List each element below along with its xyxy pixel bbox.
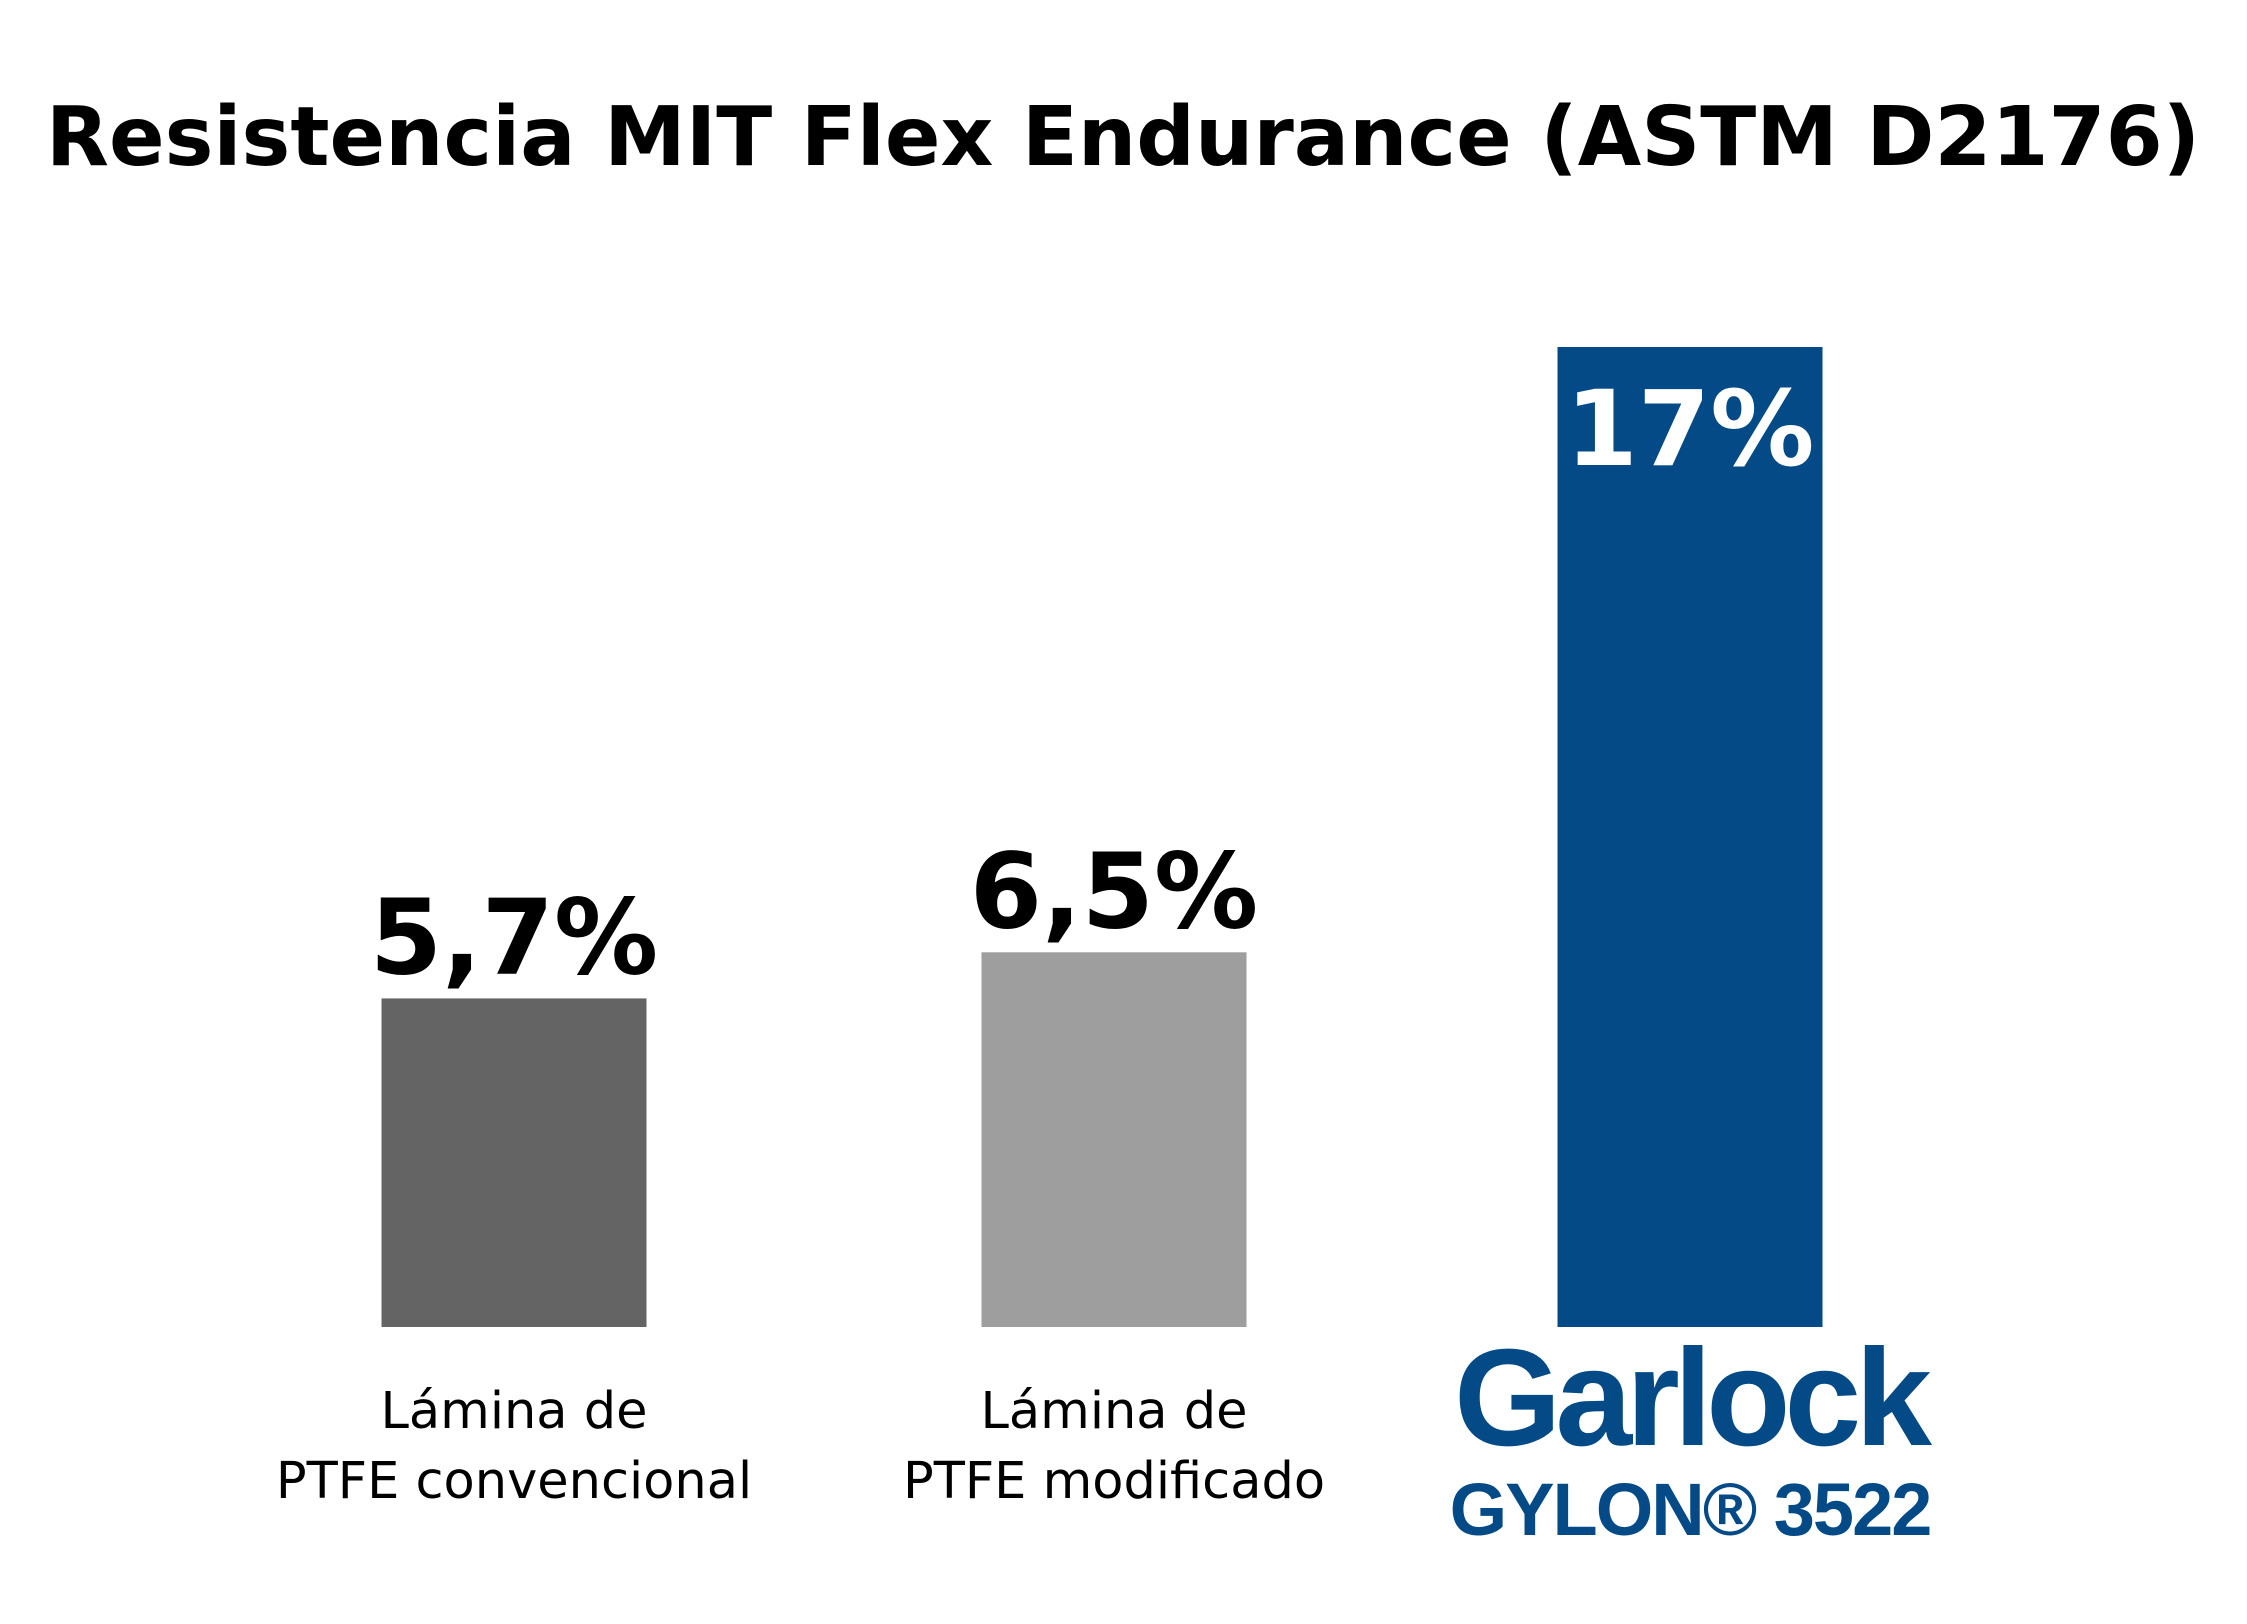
brand-name: Garlock — [1454, 1321, 1932, 1475]
category-labels-group: Lámina de PTFE convencional Lámina de PTFE … — [276, 1321, 1939, 1551]
value-label-3: 17% — [1566, 368, 1815, 490]
value-label-2: 6,5% — [970, 830, 1258, 952]
value-label-1: 5,7% — [370, 876, 658, 998]
chart-title: Resistencia MIT Flex Endurance (ASTM D21… — [46, 90, 2200, 185]
bar-3 — [1557, 347, 1823, 1327]
brand-product: GYLON® 3522 — [1450, 1468, 1931, 1551]
category-label-2-line-1: Lámina de — [980, 1382, 1247, 1441]
value-labels-group: 5,7% 6,5% 17% — [370, 368, 1815, 998]
category-label-1-line-1: Lámina de — [380, 1382, 647, 1441]
bar-1 — [381, 998, 647, 1327]
bars-group — [381, 347, 1823, 1327]
category-label-1-line-2: PTFE convencional — [276, 1452, 752, 1511]
bar-2 — [981, 952, 1247, 1327]
category-label-2-line-2: PTFE modificado — [903, 1452, 1325, 1511]
